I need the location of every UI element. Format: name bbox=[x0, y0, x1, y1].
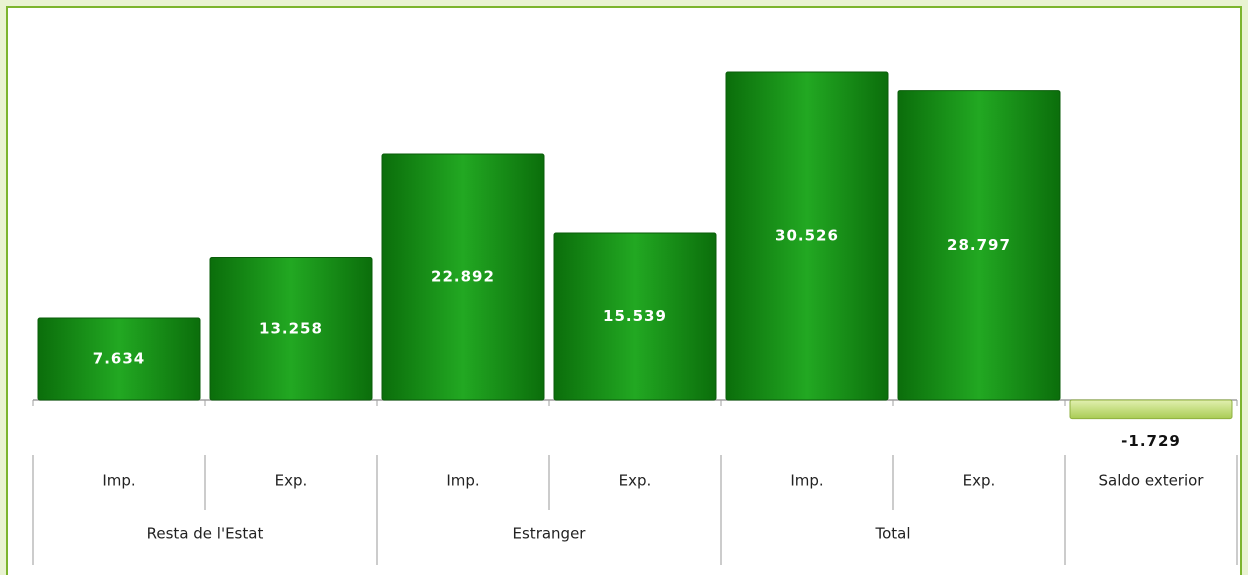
data-label: -1.729 bbox=[1121, 432, 1181, 450]
data-label: 22.892 bbox=[431, 268, 495, 286]
group-label: Total bbox=[874, 525, 910, 543]
data-label: 28.797 bbox=[947, 236, 1011, 254]
data-label: 7.634 bbox=[93, 349, 145, 367]
data-label: 30.526 bbox=[775, 227, 839, 245]
x-tick-label: Saldo exterior bbox=[1099, 472, 1205, 490]
bar bbox=[381, 153, 545, 401]
bar bbox=[1069, 399, 1233, 420]
bar bbox=[553, 232, 717, 401]
bar bbox=[897, 90, 1061, 401]
bar bbox=[725, 71, 889, 401]
x-tick-label: Exp. bbox=[963, 472, 996, 490]
bar bbox=[37, 317, 201, 401]
x-tick-label: Exp. bbox=[619, 472, 652, 490]
data-label: 13.258 bbox=[259, 319, 323, 337]
x-tick-label: Exp. bbox=[275, 472, 308, 490]
x-tick-label: Imp. bbox=[790, 472, 823, 490]
x-tick-label: Imp. bbox=[446, 472, 479, 490]
group-label: Resta de l'Estat bbox=[147, 525, 264, 543]
x-tick-label: Imp. bbox=[102, 472, 135, 490]
group-label: Estranger bbox=[513, 525, 587, 543]
data-label: 15.539 bbox=[603, 307, 667, 325]
bar bbox=[209, 257, 373, 401]
